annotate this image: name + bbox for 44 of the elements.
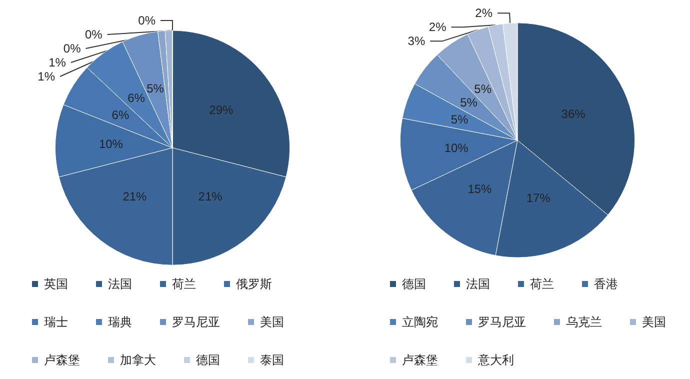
data-label: 10% [444, 140, 469, 155]
legend-label: 法国 [466, 277, 490, 291]
legend-label: 荷兰 [172, 277, 196, 291]
legend-label: 乌克兰 [566, 315, 602, 329]
data-label: 6% [128, 90, 146, 105]
legend-label: 法国 [108, 277, 132, 291]
legend-label: 德国 [196, 353, 220, 367]
legend-label: 泰国 [260, 353, 284, 367]
legend-label: 瑞典 [108, 315, 132, 329]
legend-label: 罗马尼亚 [172, 315, 220, 329]
legend-label: 卢森堡 [44, 353, 80, 367]
data-label: 21% [198, 190, 223, 204]
legend-label: 卢森堡 [402, 353, 438, 367]
text: 0% [84, 28, 102, 42]
data-label: 17% [526, 191, 551, 206]
legend-label: 美国 [260, 315, 284, 329]
data-label: 5% [146, 82, 164, 96]
data-label: 10% [98, 136, 124, 151]
data-label: 1% [48, 56, 66, 70]
legend-label: 意大利 [477, 353, 514, 367]
data-label: 5% [474, 82, 492, 96]
data-label: 5% [450, 112, 468, 126]
legend-label: 德国 [402, 277, 426, 291]
legend-label: 香港 [594, 277, 618, 291]
legend-label: 英国 [44, 277, 68, 291]
data-label: 29% [209, 103, 234, 118]
text: 0% [63, 42, 81, 56]
data-label: 36% [561, 106, 586, 121]
legend-label: 瑞士 [44, 315, 68, 329]
legend-label: 俄罗斯 [236, 277, 272, 291]
legend-label: 立陶宛 [402, 315, 438, 329]
data-label: 1% [38, 70, 56, 84]
legend-label: 罗马尼亚 [478, 315, 526, 329]
data-label: 21% [122, 190, 148, 204]
legend-label: 加拿大 [120, 353, 156, 367]
legend-label: 荷兰 [530, 277, 554, 291]
legend-label: 美国 [642, 315, 666, 329]
data-label: 5% [460, 95, 478, 110]
data-label: 15% [468, 182, 492, 196]
data-label: 3% [408, 34, 426, 48]
data-label: 2% [475, 6, 493, 20]
text: 0% [138, 14, 156, 28]
data-label: 6% [112, 108, 130, 122]
data-label: 2% [428, 20, 447, 34]
